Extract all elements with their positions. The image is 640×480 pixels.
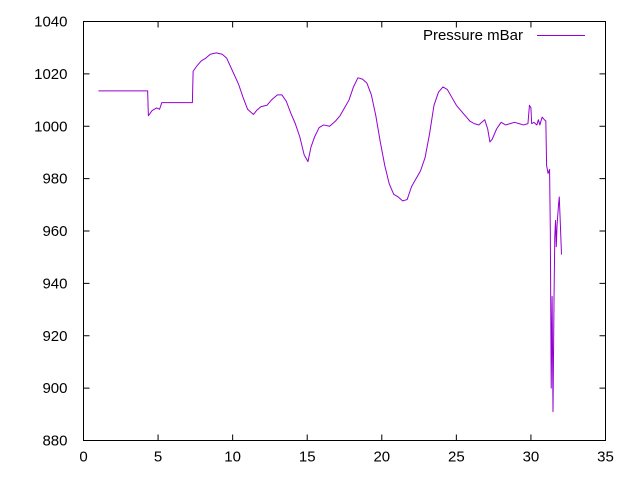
y-tick-label: 920 xyxy=(42,328,67,345)
series-line-pressure xyxy=(98,52,562,413)
y-tick-label: 960 xyxy=(42,223,67,240)
y-tick-label: 1040 xyxy=(34,14,67,31)
y-tick-label: 900 xyxy=(42,380,67,397)
axis-tick-labels: 0 5 10 15 20 25 30 35 880 900 920 940 960 980 1000 1020… xyxy=(34,14,614,466)
x-tick-label: 35 xyxy=(597,449,614,466)
y-tick-label: 1000 xyxy=(34,118,67,135)
x-tick-label: 25 xyxy=(448,449,465,466)
x-tick-label: 20 xyxy=(373,449,390,466)
y-tick-label: 880 xyxy=(42,433,67,450)
axis-ticks xyxy=(83,21,606,441)
y-tick-label: 980 xyxy=(42,171,67,188)
plot-frame xyxy=(83,21,606,441)
legend-label-pressure: Pressure mBar xyxy=(423,27,523,44)
legend: Pressure mBar xyxy=(423,27,585,44)
y-tick-label: 1020 xyxy=(34,66,67,83)
x-tick-label: 15 xyxy=(299,449,316,466)
x-tick-label: 0 xyxy=(79,449,87,466)
x-tick-label: 30 xyxy=(523,449,540,466)
series-layer xyxy=(98,52,562,413)
x-tick-label: 5 xyxy=(154,449,162,466)
x-tick-label: 10 xyxy=(224,449,241,466)
y-tick-label: 940 xyxy=(42,275,67,292)
